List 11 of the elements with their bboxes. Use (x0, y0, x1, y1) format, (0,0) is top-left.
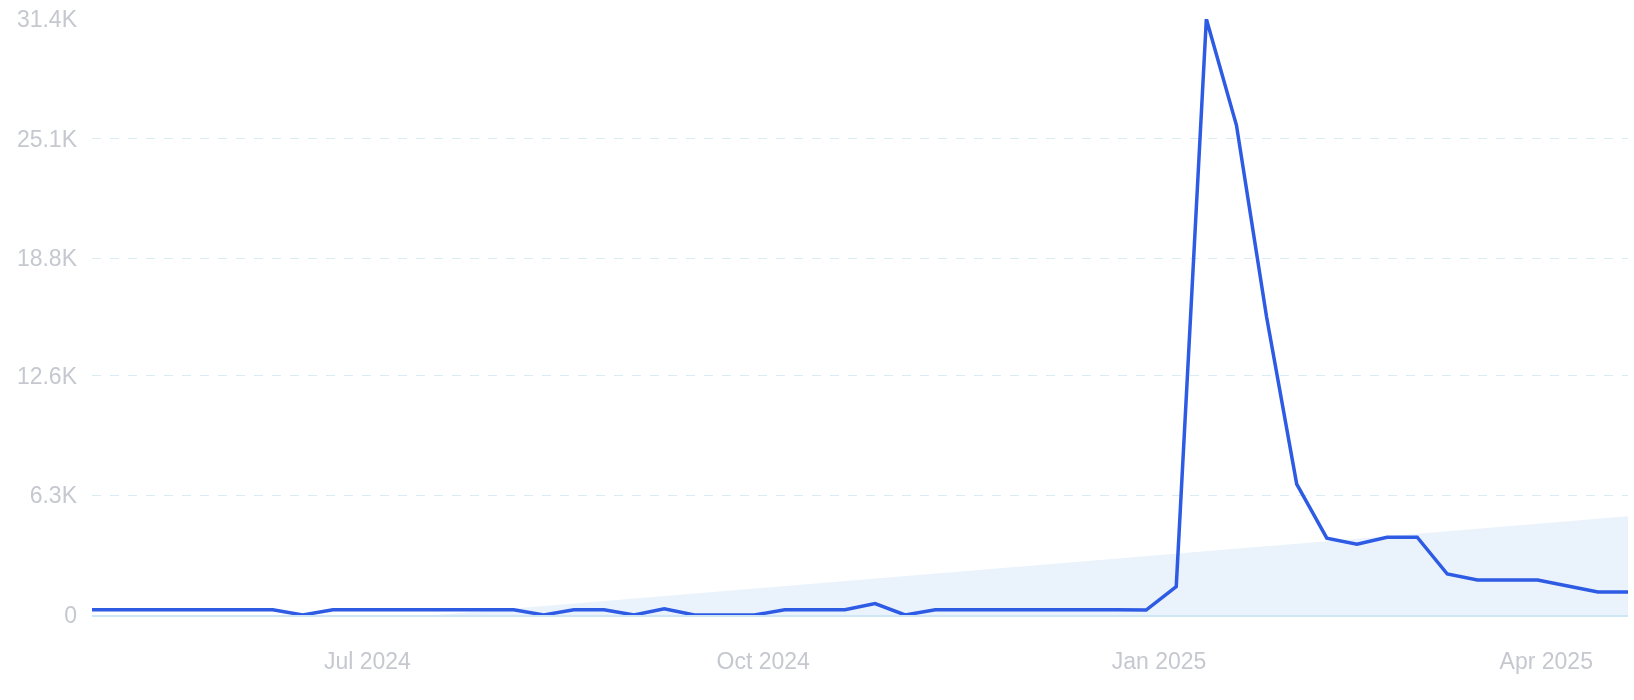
x-tick-label: Apr 2025 (1499, 648, 1593, 675)
y-tick-label: 25.1K (16, 125, 78, 152)
y-tick-label: 12.6K (16, 362, 78, 389)
y-tick-label: 6.3K (29, 482, 78, 509)
line-series (92, 19, 1628, 615)
y-tick-label: 0 (64, 602, 77, 629)
x-tick-label: Oct 2024 (716, 648, 811, 675)
y-tick-label: 31.4K (16, 6, 78, 33)
y-tick-label: 18.8K (16, 245, 78, 272)
x-tick-label: Jan 2025 (1111, 648, 1207, 675)
x-tick-label: Jul 2024 (323, 648, 412, 675)
